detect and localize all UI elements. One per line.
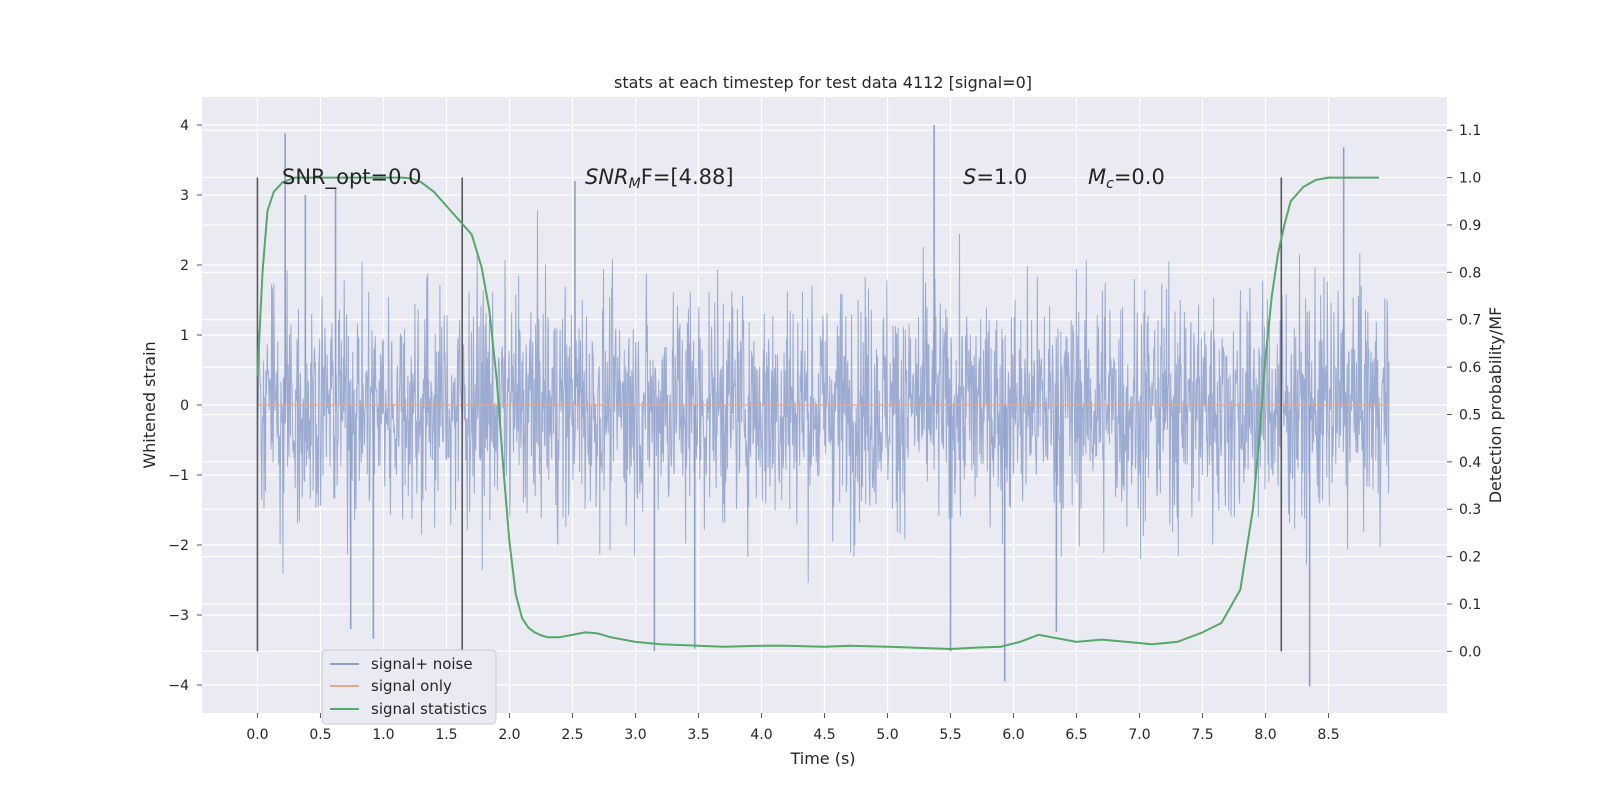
annotation-s: S=1.0	[963, 165, 1027, 189]
right-y-tick-label: 0.0	[1459, 644, 1481, 660]
legend-box	[321, 649, 497, 725]
x-tick-label: 1.0	[372, 727, 394, 743]
vertical-markers	[256, 177, 1283, 652]
y-tick-label: −1	[168, 468, 189, 484]
right-y-axis-ticks: 1.1 1.0 0.9 0.8 0.7 0.6 0.5 0.4 0.3 0.2 0.1 0.0	[1447, 123, 1481, 660]
legend: signal+ noise signal only signal statist…	[321, 649, 497, 725]
y-tick-label: −3	[168, 608, 189, 624]
x-tick-label: 8.5	[1317, 727, 1339, 743]
y-tick-label: −4	[168, 678, 189, 694]
x-tick-label: 4.0	[750, 727, 772, 743]
x-tick-label: 3.5	[687, 727, 709, 743]
right-y-tick-label: 0.6	[1459, 360, 1481, 376]
y-tick-label: 2	[180, 258, 189, 274]
right-y-axis-label: Detection probability/MF	[1486, 307, 1505, 504]
x-tick-label: 6.5	[1065, 727, 1087, 743]
right-y-tick-label: 0.3	[1459, 502, 1481, 518]
right-y-tick-label: 1.1	[1459, 123, 1481, 139]
legend-label-signal-only: signal only	[371, 677, 452, 695]
x-axis-ticks: 0.0 0.5 1.0 1.5 2.0 2.5 3.0 3.5 4.0 4.5 5.0 5.5 6.0 6…	[246, 713, 1340, 743]
x-tick-label: 3.0	[624, 727, 646, 743]
right-y-tick-label: 0.7	[1459, 313, 1481, 329]
signal-noise-line	[256, 210, 1390, 583]
x-tick-label: 5.0	[876, 727, 898, 743]
y-tick-label: 4	[180, 118, 189, 134]
y-axis-ticks: 4 3 2 1 0 −1 −2 −3 −4	[168, 118, 202, 694]
right-y-tick-label: 0.1	[1459, 597, 1481, 613]
annotation-snr-opt: SNR_opt=0.0	[282, 165, 422, 190]
x-tick-label: 6.0	[1002, 727, 1024, 743]
chart-title: stats at each timestep for test data 411…	[614, 73, 1032, 92]
x-tick-label: 2.0	[498, 727, 520, 743]
y-axis-label: Whitened strain	[140, 341, 159, 468]
x-tick-label: 2.5	[561, 727, 583, 743]
x-tick-label: 1.5	[435, 727, 457, 743]
y-tick-label: 3	[180, 188, 189, 204]
x-tick-label: 7.0	[1128, 727, 1150, 743]
x-tick-label: 0.5	[309, 727, 331, 743]
legend-label-signal-statistics: signal statistics	[371, 700, 487, 718]
right-y-tick-label: 0.9	[1459, 218, 1481, 234]
right-y-tick-label: 0.8	[1459, 265, 1481, 281]
annotation-snr-mf: SNRMF=[4.88]	[585, 165, 734, 192]
series-signal-statistics	[256, 176, 1379, 650]
legend-label-signal-noise: signal+ noise	[371, 655, 473, 673]
right-y-tick-label: 1.0	[1459, 171, 1481, 187]
y-tick-label: 1	[180, 328, 189, 344]
right-y-tick-label: 0.4	[1459, 455, 1481, 471]
right-y-tick-label: 0.2	[1459, 550, 1481, 566]
annotation-mc: Mc=0.0	[1088, 165, 1165, 192]
series-signal-noise	[256, 125, 1390, 687]
right-y-tick-label: 0.5	[1459, 407, 1481, 423]
y-tick-label: −2	[168, 538, 189, 554]
x-tick-label: 7.5	[1191, 727, 1213, 743]
x-tick-label: 0.0	[246, 727, 268, 743]
x-tick-label: 8.0	[1254, 727, 1276, 743]
x-axis-label: Time (s)	[789, 749, 855, 768]
x-tick-label: 5.5	[939, 727, 961, 743]
x-tick-label: 4.5	[813, 727, 835, 743]
signal-statistics-line	[256, 176, 1379, 650]
y-tick-label: 0	[180, 398, 189, 414]
